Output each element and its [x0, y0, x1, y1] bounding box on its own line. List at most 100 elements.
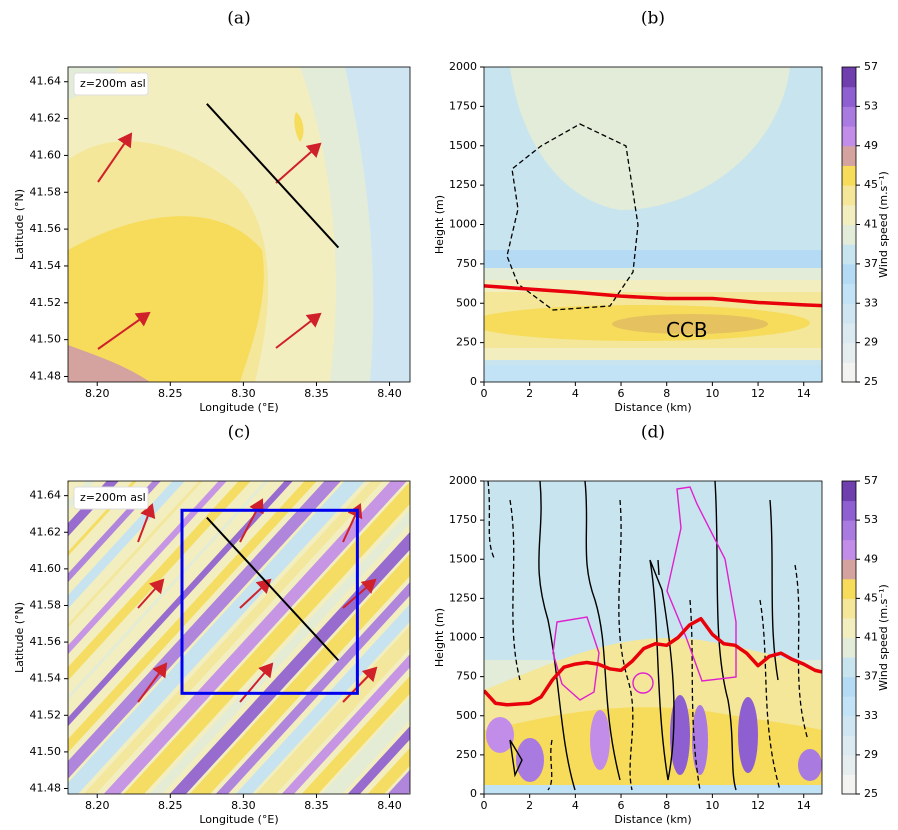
- section-line: [206, 516, 340, 662]
- field-b: [484, 67, 822, 382]
- y-tick-label: 41.56: [30, 635, 62, 648]
- y-tick-label: 2000: [449, 474, 477, 487]
- x-tick-label: 8: [663, 387, 670, 400]
- colorbar-segment: [842, 657, 856, 678]
- colorbar-tick-label: 45: [864, 178, 878, 191]
- axes-frame: [67, 66, 411, 383]
- y-tick-label: 41.64: [30, 75, 62, 88]
- colorbar-segment: [842, 598, 856, 619]
- x-tick-label: 4: [572, 387, 579, 400]
- x-tick-label: 8.20: [85, 387, 110, 400]
- colorbar-tick-label: 49: [864, 139, 878, 152]
- y-axis-label: Latitude (°N): [13, 189, 26, 260]
- field-stripe: [123, 481, 410, 794]
- x-tick-label: 8.40: [377, 799, 402, 812]
- colorbar-segment: [842, 106, 856, 127]
- y-tick-label: 41.60: [30, 562, 62, 575]
- colorbar-segment: [842, 500, 856, 521]
- colorbar-segment: [842, 126, 856, 147]
- x-tick-label: 6: [618, 799, 625, 812]
- y-tick-label: 41.62: [30, 112, 62, 125]
- y-tick-label: 41.54: [30, 259, 62, 272]
- colorbar-segment: [842, 481, 856, 502]
- colorbar-segment: [842, 165, 856, 186]
- panel-label: (b): [641, 9, 665, 29]
- colorbar-segment: [842, 86, 856, 107]
- y-tick-label: 41.54: [30, 672, 62, 685]
- x-tick-label: 8.35: [304, 387, 329, 400]
- x-axis-label: Distance (km): [614, 813, 691, 826]
- y-tick-label: 1500: [449, 139, 477, 152]
- y-tick-label: 750: [456, 670, 477, 683]
- annotation: CCB: [666, 318, 708, 342]
- x-tick-label: 8.25: [158, 799, 183, 812]
- field-stripe: [255, 625, 410, 794]
- y-tick-label: 41.48: [30, 782, 62, 795]
- x-tick-label: 10: [705, 387, 719, 400]
- colorbar-label: Wind speed (m.s⁻¹): [877, 171, 890, 278]
- colorbar-segment: [842, 224, 856, 245]
- y-tick-label: 0: [470, 375, 477, 388]
- field-stripe: [68, 481, 341, 779]
- x-axis-label: Longitude (°E): [199, 813, 278, 826]
- panel-label: (a): [227, 9, 250, 29]
- x-tick-label: 12: [751, 799, 765, 812]
- axes-frame: [67, 480, 411, 795]
- y-tick-label: 2000: [449, 60, 477, 73]
- colorbar-tick-label: 33: [864, 296, 878, 309]
- field-stripe: [321, 697, 410, 794]
- colorbar-segment: [842, 520, 856, 541]
- y-tick-label: 41.62: [30, 525, 62, 538]
- colorbar-tick-label: 25: [864, 375, 878, 388]
- field-stripe: [68, 481, 203, 629]
- y-tick-label: 1750: [449, 99, 477, 112]
- colorbar-tick-label: 41: [864, 218, 878, 231]
- y-tick-label: 41.52: [30, 296, 62, 309]
- x-tick-label: 0: [481, 387, 488, 400]
- field-stripe: [68, 481, 317, 753]
- field-stripe: [103, 481, 407, 794]
- wind-arrows: [97, 132, 378, 703]
- x-tick-label: 2: [526, 387, 533, 400]
- field-stripe: [215, 582, 410, 794]
- field-a: [68, 67, 410, 382]
- y-tick-label: 500: [456, 709, 477, 722]
- colorbar-segment: [842, 774, 856, 795]
- y-tick-label: 1000: [449, 218, 477, 231]
- x-tick-label: 0: [481, 799, 488, 812]
- colorbar-tick-label: 57: [864, 60, 878, 73]
- panel-label: (c): [228, 423, 251, 443]
- y-tick-label: 41.58: [30, 185, 62, 198]
- y-tick-label: 41.50: [30, 745, 62, 758]
- x-tick-label: 8: [663, 799, 670, 812]
- field-d: [484, 481, 822, 794]
- x-tick-label: 8.30: [231, 799, 256, 812]
- colorbar-tick-label: 57: [864, 474, 878, 487]
- panel-label: (d): [641, 423, 665, 443]
- colorbar-segment: [842, 303, 856, 324]
- colorbar-segment: [842, 244, 856, 265]
- x-tick-label: 12: [751, 387, 765, 400]
- field-stripe: [68, 481, 161, 583]
- colorbar-tick-label: 25: [864, 787, 878, 800]
- colorbar-tick-label: 45: [864, 591, 878, 604]
- height-line: [484, 284, 822, 308]
- x-axis-label: Distance (km): [614, 401, 691, 414]
- colorbar-tick-label: 33: [864, 709, 878, 722]
- field-stripe: [68, 481, 227, 655]
- colorbar-segment: [842, 578, 856, 599]
- field-stripe: [68, 481, 293, 727]
- y-tick-label: 0: [470, 787, 477, 800]
- colorbar-segment: [842, 67, 856, 88]
- y-tick-label: 1250: [449, 178, 477, 191]
- colorbar-segment: [842, 185, 856, 206]
- y-tick-label: 41.56: [30, 222, 62, 235]
- y-tick-label: 41.48: [30, 369, 62, 382]
- colorbar-segment: [842, 559, 856, 580]
- colorbar-segment: [842, 263, 856, 285]
- field-stripe: [68, 481, 365, 794]
- colorbar-tick-label: 53: [864, 513, 878, 526]
- annotation-box: [73, 486, 149, 510]
- x-tick-label: 8.20: [85, 799, 110, 812]
- colorbar-tick-label: 37: [864, 670, 878, 683]
